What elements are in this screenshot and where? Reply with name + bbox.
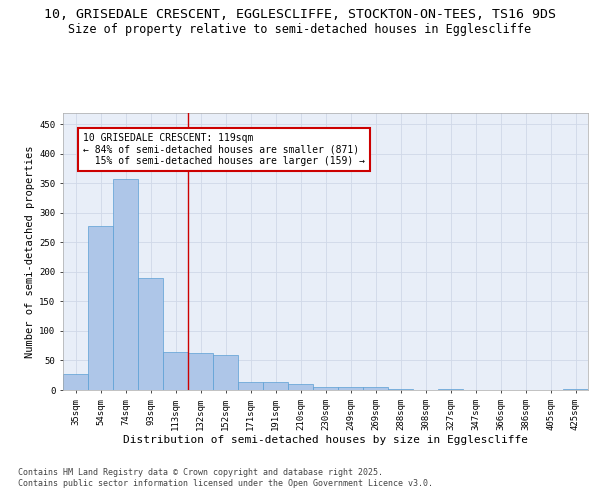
Bar bbox=[163, 352, 188, 390]
Bar bbox=[363, 387, 388, 390]
Bar bbox=[238, 382, 263, 390]
Bar bbox=[88, 226, 113, 390]
Bar bbox=[338, 387, 363, 390]
Text: 10 GRISEDALE CRESCENT: 119sqm
← 84% of semi-detached houses are smaller (871)
  : 10 GRISEDALE CRESCENT: 119sqm ← 84% of s… bbox=[83, 133, 365, 166]
Bar bbox=[213, 354, 238, 390]
Text: Contains HM Land Registry data © Crown copyright and database right 2025.
Contai: Contains HM Land Registry data © Crown c… bbox=[18, 468, 433, 487]
Bar bbox=[113, 178, 138, 390]
Bar bbox=[288, 384, 313, 390]
Bar bbox=[188, 354, 213, 390]
Bar bbox=[138, 278, 163, 390]
Bar bbox=[388, 389, 413, 390]
Bar bbox=[63, 374, 88, 390]
Bar bbox=[563, 389, 588, 390]
Bar bbox=[263, 382, 288, 390]
Bar bbox=[313, 387, 338, 390]
Text: 10, GRISEDALE CRESCENT, EGGLESCLIFFE, STOCKTON-ON-TEES, TS16 9DS: 10, GRISEDALE CRESCENT, EGGLESCLIFFE, ST… bbox=[44, 8, 556, 20]
Bar bbox=[438, 389, 463, 390]
X-axis label: Distribution of semi-detached houses by size in Egglescliffe: Distribution of semi-detached houses by … bbox=[123, 436, 528, 446]
Text: Size of property relative to semi-detached houses in Egglescliffe: Size of property relative to semi-detach… bbox=[68, 22, 532, 36]
Y-axis label: Number of semi-detached properties: Number of semi-detached properties bbox=[25, 145, 35, 358]
